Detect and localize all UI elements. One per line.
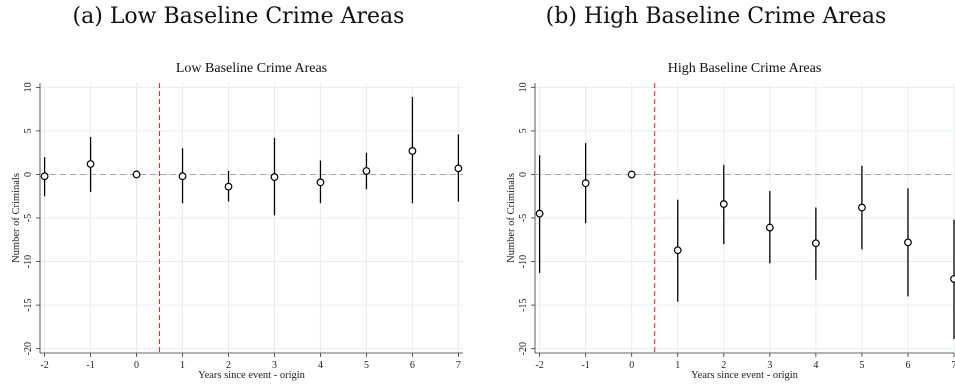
point-estimate — [86, 160, 95, 168]
x-tick-label: 6 — [410, 360, 415, 371]
point-estimate — [224, 182, 233, 191]
x-tick-label: 0 — [134, 360, 139, 371]
x-tick-label: 4 — [318, 360, 323, 371]
y-tick-label: -15 — [23, 298, 34, 311]
point-estimate — [535, 209, 544, 218]
point-estimate — [811, 239, 820, 248]
y-tick-label: -20 — [518, 342, 529, 355]
x-tick-label: -1 — [86, 360, 94, 371]
point-estimate — [132, 170, 141, 179]
x-tick-label: 0 — [629, 360, 634, 371]
x-axis-label: Years since event - origin — [198, 370, 306, 381]
chart-title: Low Baseline Crime Areas — [176, 61, 327, 76]
y-tick-label: -15 — [518, 298, 529, 311]
x-tick-label: 2 — [226, 360, 231, 371]
y-tick-label: -20 — [23, 342, 34, 355]
x-tick-label: 5 — [859, 360, 864, 371]
x-tick-label: 7 — [456, 360, 461, 371]
chart-high-baseline: High Baseline Crime Areas1050-5-10-15-20… — [506, 61, 955, 381]
x-tick-label: 1 — [675, 360, 680, 371]
point-estimate — [581, 179, 590, 188]
x-tick-label: 6 — [905, 360, 910, 371]
x-tick-label: 4 — [813, 360, 818, 371]
x-tick-label: 2 — [721, 360, 726, 371]
y-axis-label: Number of Criminals — [11, 173, 22, 263]
y-tick-label: 0 — [518, 172, 529, 177]
y-tick-label: 5 — [23, 128, 34, 133]
point-estimate — [454, 164, 463, 173]
x-axis-label: Years since event - origin — [691, 370, 799, 381]
y-tick-label: 5 — [518, 128, 529, 133]
point-estimate — [904, 238, 912, 247]
x-tick-label: 5 — [364, 360, 369, 371]
point-estimate — [316, 178, 325, 187]
point-estimate — [627, 170, 636, 179]
x-tick-label: 3 — [272, 360, 277, 371]
x-tick-label: 7 — [952, 360, 955, 371]
chart-low-baseline: Low Baseline Crime Areas1050-5-10-15-20-… — [11, 61, 463, 381]
chart-title: High Baseline Crime Areas — [668, 61, 822, 76]
y-axis-label: Number of Criminals — [506, 173, 517, 263]
y-tick-label: -10 — [518, 255, 529, 268]
point-estimate — [673, 246, 682, 255]
x-tick-label: -1 — [581, 360, 589, 371]
point-estimate — [178, 172, 187, 181]
x-tick-label: 1 — [180, 360, 185, 371]
x-tick-label: 3 — [767, 360, 772, 371]
point-estimate — [40, 172, 49, 181]
y-tick-label: -5 — [518, 214, 529, 222]
y-tick-label: 0 — [23, 172, 34, 177]
point-estimate — [362, 167, 371, 175]
caption-low-baseline: (a) Low Baseline Crime Areas — [72, 4, 405, 29]
y-tick-label: -10 — [23, 255, 34, 268]
y-tick-label: 10 — [23, 82, 34, 92]
point-estimate — [765, 223, 774, 232]
panel-low-baseline: (a) Low Baseline Crime Areas Low Baselin… — [0, 0, 477, 387]
panel-high-baseline: (b) High Baseline Crime Areas High Basel… — [477, 0, 955, 387]
y-tick-label: 10 — [518, 82, 529, 92]
point-estimate — [408, 147, 417, 155]
x-tick-label: -2 — [535, 360, 543, 371]
point-estimate — [950, 275, 955, 283]
x-tick-label: -2 — [40, 360, 48, 371]
point-estimate — [270, 173, 279, 181]
caption-high-baseline: (b) High Baseline Crime Areas — [545, 4, 887, 29]
point-estimate — [858, 203, 866, 212]
y-tick-label: -5 — [23, 214, 34, 222]
point-estimate — [719, 200, 728, 208]
